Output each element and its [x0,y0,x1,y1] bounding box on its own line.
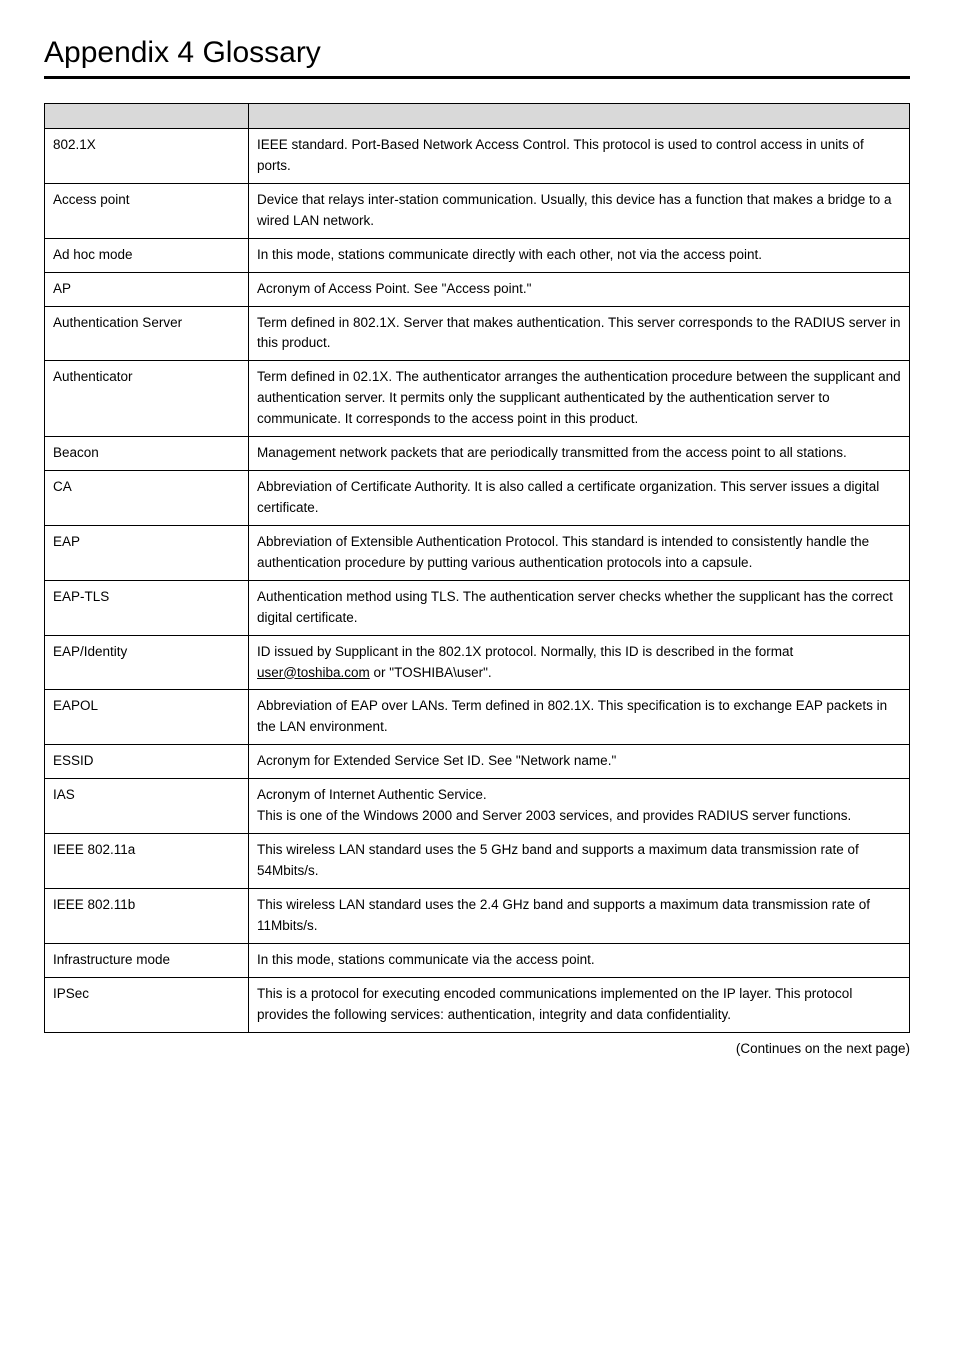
table-row: Ad hoc modeIn this mode, stations commun… [45,238,910,272]
term-cell: EAPOL [45,690,249,745]
definition-cell: Term defined in 02.1X. The authenticator… [249,361,910,437]
definition-cell: Abbreviation of Certificate Authority. I… [249,471,910,526]
term-cell: 802.1X [45,129,249,184]
header-definition [249,104,910,129]
term-cell: Access point [45,183,249,238]
table-row: IPSecThis is a protocol for executing en… [45,977,910,1032]
title-underline [44,76,910,79]
definition-cell: IEEE standard. Port-Based Network Access… [249,129,910,184]
glossary-table: 802.1XIEEE standard. Port-Based Network … [44,103,910,1033]
term-cell: Beacon [45,437,249,471]
definition-cell: Term defined in 802.1X. Server that make… [249,306,910,361]
table-row: Infrastructure modeIn this mode, station… [45,943,910,977]
term-cell: Authenticator [45,361,249,437]
table-row: Authentication ServerTerm defined in 802… [45,306,910,361]
definition-cell: Acronym for Extended Service Set ID. See… [249,745,910,779]
definition-cell: Abbreviation of Extensible Authenticatio… [249,525,910,580]
term-cell: IAS [45,779,249,834]
table-row: CAAbbreviation of Certificate Authority.… [45,471,910,526]
table-row: IEEE 802.11aThis wireless LAN standard u… [45,834,910,889]
definition-cell: Device that relays inter-station communi… [249,183,910,238]
table-row: APAcronym of Access Point. See "Access p… [45,272,910,306]
term-cell: Authentication Server [45,306,249,361]
definition-cell: This is a protocol for executing encoded… [249,977,910,1032]
term-cell: CA [45,471,249,526]
table-row: ESSIDAcronym for Extended Service Set ID… [45,745,910,779]
table-row: EAPOLAbbreviation of EAP over LANs. Term… [45,690,910,745]
term-cell: EAP/Identity [45,635,249,690]
definition-cell: Acronym of Internet Authentic Service.Th… [249,779,910,834]
table-row: IEEE 802.11bThis wireless LAN standard u… [45,888,910,943]
email-link: user@toshiba.com [257,665,370,680]
definition-cell: This wireless LAN standard uses the 2.4 … [249,888,910,943]
table-row: EAP/IdentityID issued by Supplicant in t… [45,635,910,690]
term-cell: Ad hoc mode [45,238,249,272]
definition-cell: Acronym of Access Point. See "Access poi… [249,272,910,306]
term-cell: AP [45,272,249,306]
table-row: BeaconManagement network packets that ar… [45,437,910,471]
term-cell: IEEE 802.11a [45,834,249,889]
table-row: 802.1XIEEE standard. Port-Based Network … [45,129,910,184]
term-cell: Infrastructure mode [45,943,249,977]
header-term [45,104,249,129]
table-row: EAP-TLSAuthentication method using TLS. … [45,580,910,635]
table-row: AuthenticatorTerm defined in 02.1X. The … [45,361,910,437]
term-cell: EAP [45,525,249,580]
table-row: IASAcronym of Internet Authentic Service… [45,779,910,834]
definition-cell: Abbreviation of EAP over LANs. Term defi… [249,690,910,745]
term-cell: EAP-TLS [45,580,249,635]
table-row: Access pointDevice that relays inter-sta… [45,183,910,238]
term-cell: ESSID [45,745,249,779]
term-cell: IPSec [45,977,249,1032]
definition-cell: In this mode, stations communicate direc… [249,238,910,272]
table-header-row [45,104,910,129]
term-cell: IEEE 802.11b [45,888,249,943]
page-title: Appendix 4 Glossary [44,36,910,72]
definition-cell: In this mode, stations communicate via t… [249,943,910,977]
definition-cell: This wireless LAN standard uses the 5 GH… [249,834,910,889]
definition-cell: Management network packets that are peri… [249,437,910,471]
continues-label: (Continues on the next page) [44,1041,910,1056]
table-row: EAPAbbreviation of Extensible Authentica… [45,525,910,580]
definition-cell: ID issued by Supplicant in the 802.1X pr… [249,635,910,690]
definition-cell: Authentication method using TLS. The aut… [249,580,910,635]
